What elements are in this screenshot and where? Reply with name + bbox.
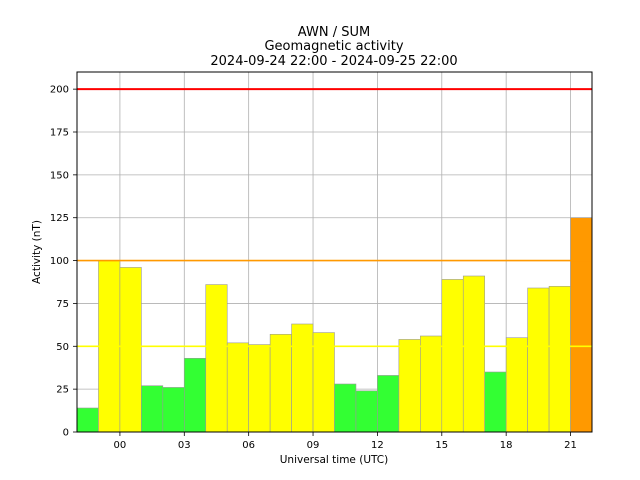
chart-title-line-3: 2024-09-24 22:00 - 2024-09-25 22:00: [210, 54, 457, 69]
x-tick-label: 09: [307, 440, 320, 451]
activity-bar: [312, 332, 335, 433]
y-axis-ticks: 0 25 50 75 100 125 150 175 200: [50, 85, 77, 439]
x-tick-label: 21: [564, 440, 577, 451]
chart-title-line-1: AWN / SUM: [298, 25, 370, 40]
y-tick-label: 50: [56, 342, 69, 353]
activity-bar: [76, 407, 99, 433]
x-axis-label: Universal time (UTC): [280, 454, 388, 466]
chart-title-line-2: Geomagnetic activity: [264, 39, 403, 54]
activity-bar: [248, 344, 271, 433]
y-tick-label: 175: [50, 128, 69, 139]
bars: [76, 217, 593, 433]
activity-bar: [334, 383, 357, 433]
activity-bar: [269, 333, 292, 433]
activity-bar: [570, 217, 593, 433]
activity-bar: [226, 342, 249, 433]
activity-bar: [355, 390, 378, 433]
activity-bar: [398, 339, 421, 433]
y-tick-label: 125: [50, 213, 69, 224]
x-tick-label: 06: [242, 440, 255, 451]
activity-bar: [441, 279, 464, 433]
activity-bar: [119, 267, 142, 433]
y-tick-label: 150: [50, 170, 69, 181]
x-tick-label: 15: [435, 440, 448, 451]
activity-bar: [462, 275, 486, 433]
activity-bar: [505, 337, 528, 433]
activity-bar: [141, 385, 164, 433]
activity-bar: [484, 371, 507, 433]
activity-bar: [527, 287, 550, 433]
y-tick-label: 25: [56, 385, 69, 396]
activity-bar: [420, 335, 443, 433]
activity-bar: [291, 323, 314, 433]
activity-bar: [162, 387, 185, 433]
y-axis-label: Activity (nT): [31, 220, 43, 284]
activity-bar: [205, 284, 228, 433]
y-tick-label: 100: [50, 256, 69, 267]
plot-frame: [76, 71, 593, 433]
y-tick-label: 200: [50, 85, 69, 96]
x-tick-label: 03: [178, 440, 191, 451]
x-tick-label: 18: [500, 440, 513, 451]
x-axis-ticks: 00 03 06 09 12 15 18 21: [114, 432, 577, 451]
activity-bar: [548, 285, 571, 433]
activity-bar: [183, 357, 207, 433]
threshold-lines: [77, 88, 592, 348]
activity-bar: [377, 375, 400, 433]
x-tick-label: 00: [114, 440, 127, 451]
y-tick-label: 0: [63, 428, 69, 439]
x-tick-label: 12: [371, 440, 384, 451]
y-tick-label: 75: [56, 299, 69, 310]
